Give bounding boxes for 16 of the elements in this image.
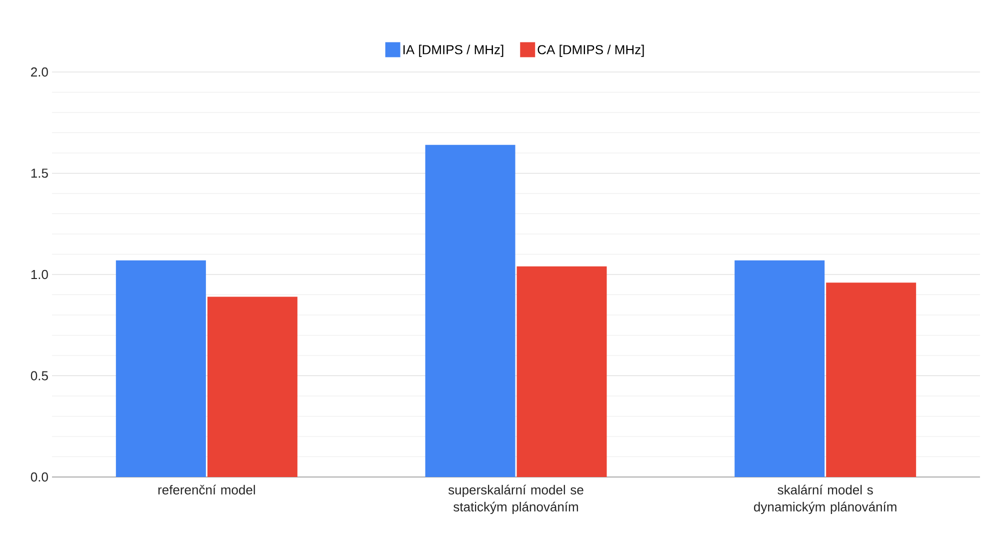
- legend-label: IA [DMIPS / MHz]: [403, 44, 504, 57]
- x-tick-label: skalární model s dynamickým plánováním: [754, 484, 896, 514]
- bar: [116, 260, 206, 477]
- y-tick-label: 0.0: [30, 472, 48, 482]
- bar: [516, 266, 607, 477]
- x-tick-label: superskalární model se statickým plánováním: [448, 484, 584, 514]
- x-tick-label: referenční model: [158, 484, 255, 494]
- y-tick-label: 1.0: [31, 270, 48, 280]
- y-tick-label: 0.5: [30, 371, 48, 380]
- legend-label: CA [DMIPS / MHz]: [538, 44, 644, 57]
- bar: [425, 144, 516, 477]
- y-tick-label: 1.5: [31, 168, 48, 178]
- bar: [207, 296, 298, 477]
- bar: [734, 260, 825, 477]
- y-tick-label: 2.0: [31, 67, 48, 77]
- bar: [826, 282, 916, 477]
